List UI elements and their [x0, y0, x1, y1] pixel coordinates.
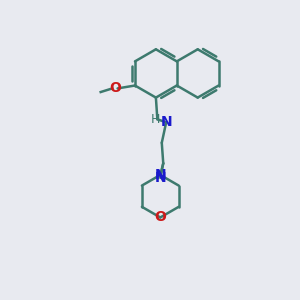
Text: N: N	[160, 115, 172, 129]
Text: N: N	[154, 168, 166, 182]
Text: O: O	[154, 210, 166, 224]
Text: N: N	[154, 171, 166, 185]
Text: H: H	[150, 113, 160, 126]
Text: O: O	[110, 81, 122, 95]
